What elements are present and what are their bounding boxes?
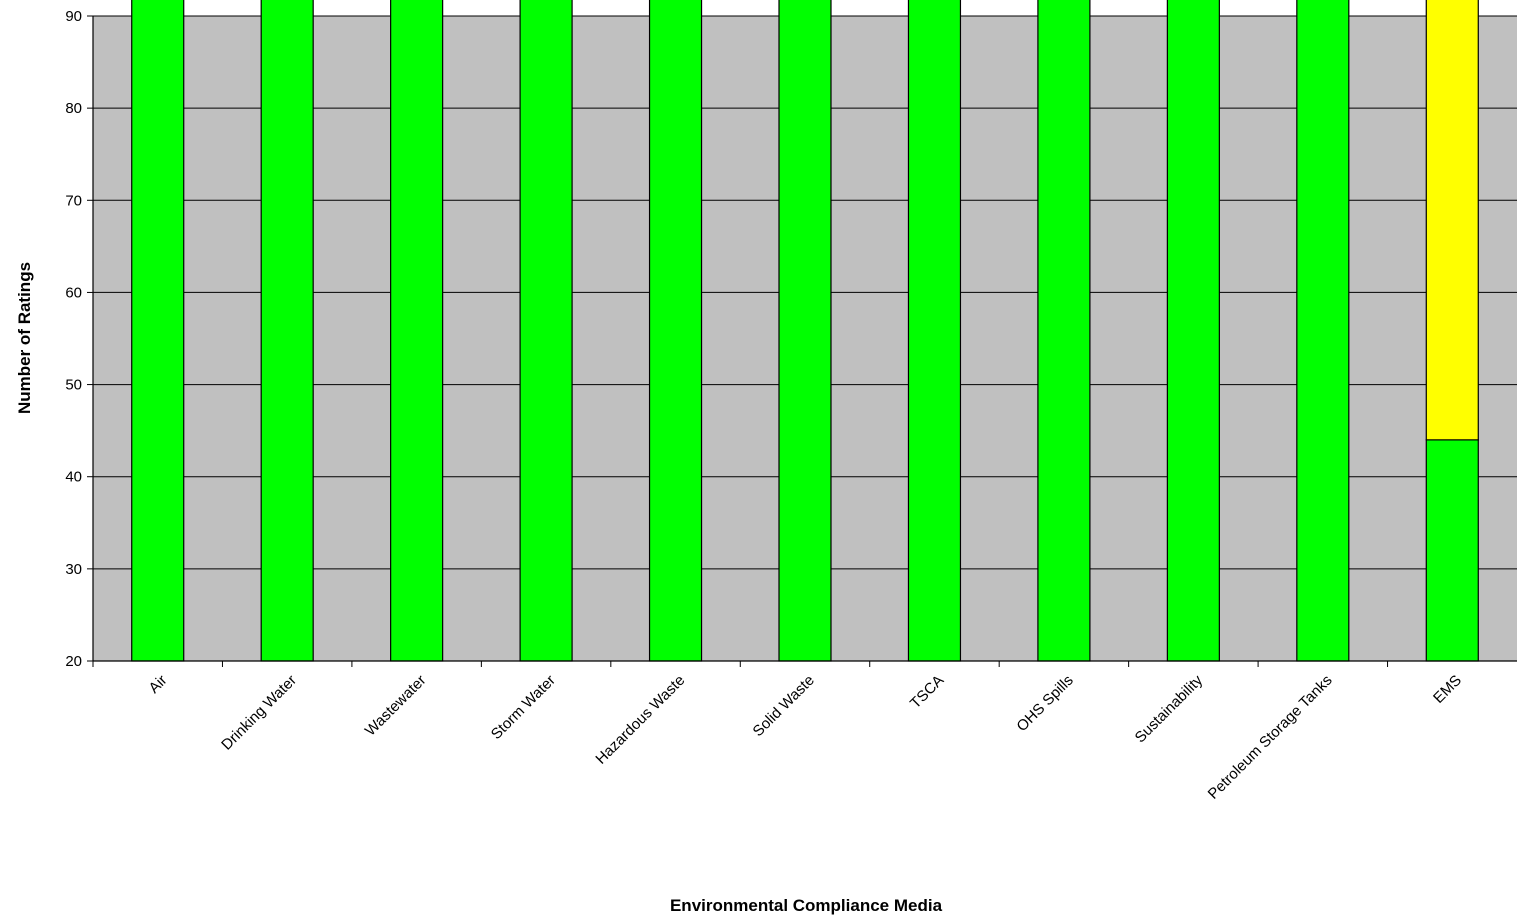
bar-segment — [260, 0, 314, 662]
x-tick-label: Drinking Water — [218, 672, 300, 754]
bar-segment — [1425, 439, 1479, 662]
y-tick-label: 90 — [65, 8, 82, 25]
y-tick-label: 60 — [65, 284, 82, 301]
bar-segment — [519, 0, 573, 662]
bar-segment — [1037, 0, 1091, 662]
x-tick-label: TSCA — [907, 672, 947, 712]
y-tick-label: 20 — [65, 653, 82, 670]
bar-segment — [648, 0, 703, 662]
bar-segment — [1296, 0, 1350, 662]
bars — [131, 0, 1479, 662]
bar-segment — [390, 0, 444, 662]
y-tick-labels: 20 30 40 50 60 70 80 90 — [65, 8, 82, 670]
bar-segment — [1166, 0, 1220, 662]
bar-segment — [1425, 0, 1479, 441]
bar-segment — [907, 0, 962, 662]
y-tick-label: 40 — [65, 469, 82, 486]
x-tick-label: Solid Waste — [750, 672, 818, 740]
y-axis-title: Number of Ratings — [15, 262, 34, 414]
axes — [92, 16, 1517, 667]
x-tick-label: Hazardous Waste — [592, 672, 688, 768]
bar-segment — [131, 0, 185, 662]
y-tick-label: 80 — [65, 100, 82, 117]
x-tick-labels: Air Drinking Water Wastewater Storm Water Ha… — [146, 671, 1466, 802]
x-tick-label: OHS Spills — [1013, 672, 1076, 735]
y-tick-label: 50 — [65, 377, 82, 394]
x-tick-label: Storm Water — [488, 672, 559, 743]
x-tick-label: Air — [146, 672, 171, 697]
x-tick-label: Petroleum Storage Tanks — [1205, 672, 1336, 803]
x-axis-title: Environmental Compliance Media — [670, 896, 943, 915]
y-tick-label: 30 — [65, 561, 82, 578]
y-tick-label: 70 — [65, 192, 82, 209]
x-tick-label: Sustainability — [1132, 671, 1207, 746]
bar-segment — [778, 0, 832, 662]
x-tick-label: Wastewater — [362, 672, 430, 740]
x-tick-label: EMS — [1430, 672, 1465, 707]
